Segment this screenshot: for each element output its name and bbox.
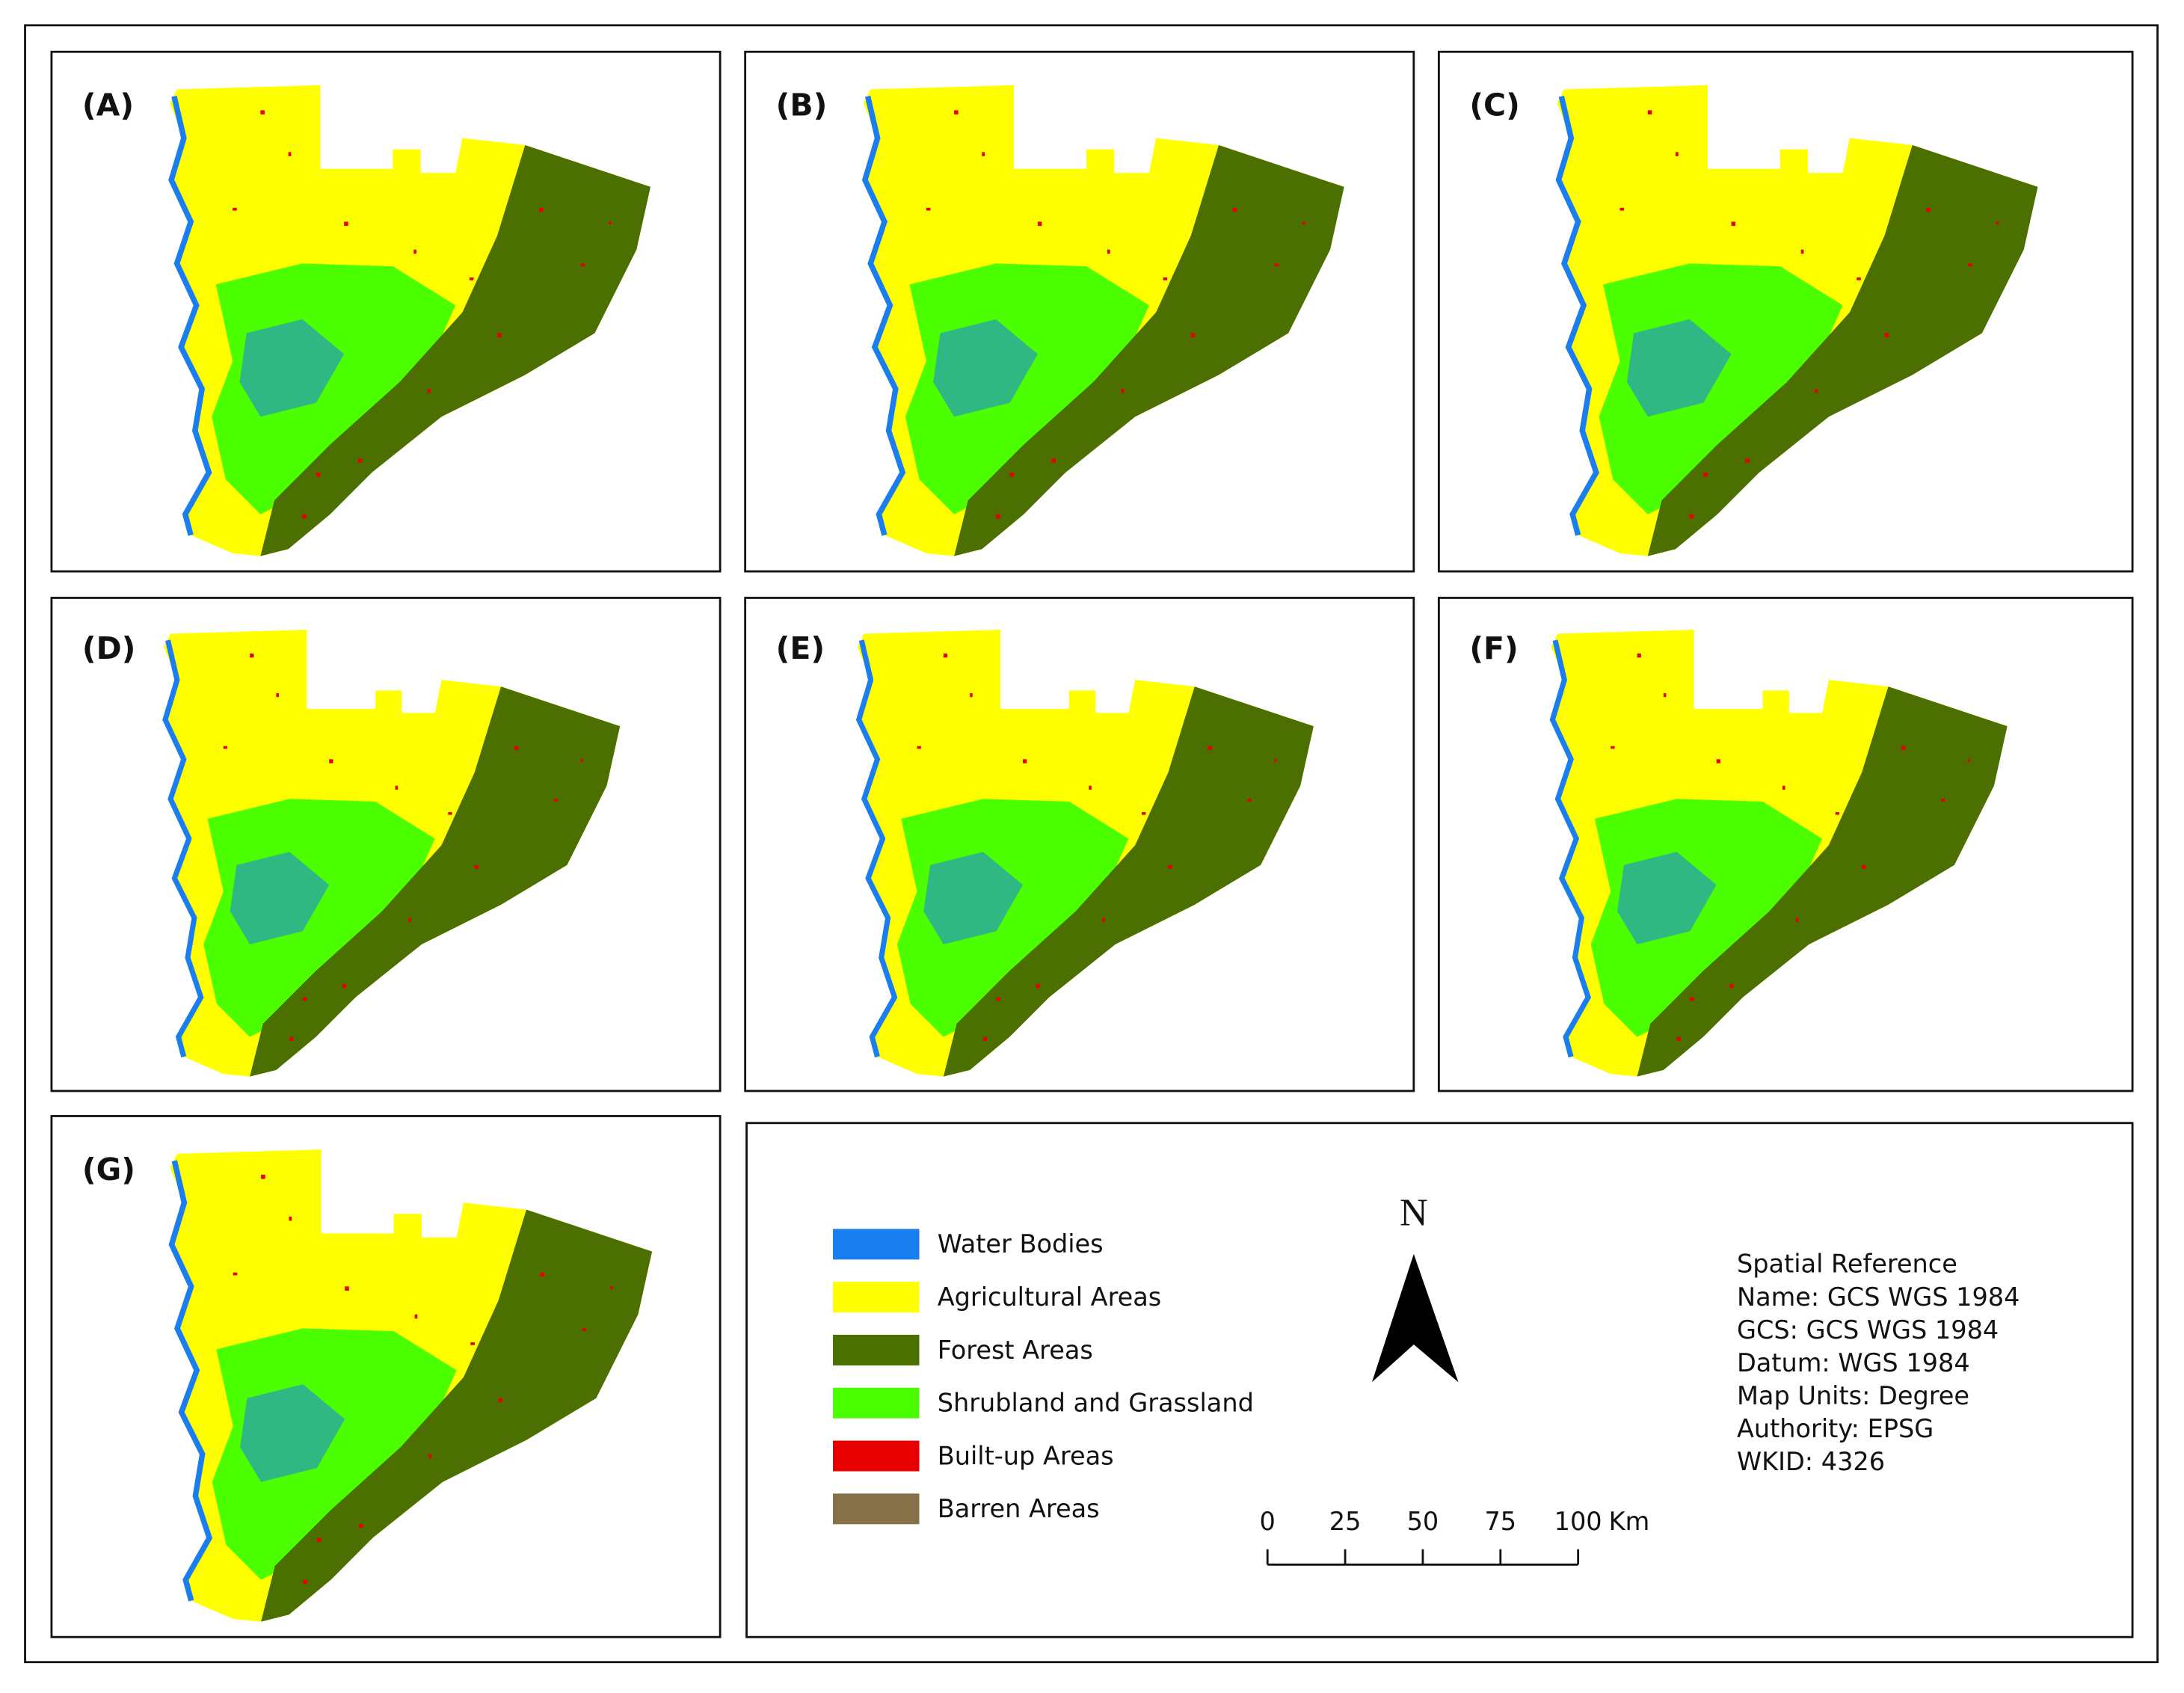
reference-line: GCS: GCS WGS 1984 [1737, 1315, 1999, 1345]
map-frame [1437, 50, 2134, 573]
legend-swatch [833, 1229, 920, 1260]
scale-label: 75 [1484, 1507, 1516, 1536]
scale-unit: Km [1609, 1507, 1650, 1536]
land-cover-map [1557, 85, 2038, 556]
scale-label: 50 [1407, 1507, 1439, 1536]
map-frame [50, 1115, 722, 1638]
land-cover-map [1551, 630, 2008, 1077]
land-cover-map [170, 1149, 652, 1621]
legend: Water Bodies Agricultural Areas Forest Are… [833, 1229, 1254, 1525]
land-cover-map [858, 630, 1314, 1077]
panel-label: (F) [1469, 630, 1518, 666]
panel-label: (C) [1469, 87, 1520, 123]
land-cover-map [164, 630, 620, 1077]
legend-label: Forest Areas [938, 1336, 1093, 1365]
legend-swatch [833, 1282, 920, 1313]
panels: (A) (B) (C) (D) (E) (F) (G) [50, 50, 2134, 1638]
panel-label: (G) [82, 1152, 135, 1187]
land-cover-map [170, 85, 650, 556]
scale-label: 0 [1260, 1507, 1276, 1536]
scale-label: 25 [1329, 1507, 1362, 1536]
panel-label: (E) [776, 630, 825, 666]
legend-label: Agricultural Areas [938, 1282, 1162, 1312]
reference-line: Datum: WGS 1984 [1737, 1348, 1970, 1377]
scale-label: 100 [1554, 1507, 1602, 1536]
legend-label: Water Bodies [938, 1229, 1104, 1259]
legend-swatch [833, 1493, 920, 1525]
map-frame [1437, 597, 2134, 1093]
north-label: N [1400, 1192, 1428, 1235]
panel-label: (A) [82, 87, 134, 123]
legend-label: Built-up Areas [938, 1441, 1114, 1470]
legend-swatch [833, 1334, 920, 1365]
map-frame [744, 50, 1415, 573]
scale-bar: 0 25 50 75 100 Km [1260, 1507, 1650, 1566]
map-frame [744, 597, 1415, 1093]
reference-line: Map Units: Degree [1737, 1381, 1969, 1410]
reference-line: WKID: 4326 [1737, 1447, 1885, 1476]
map-frame [50, 50, 722, 573]
panel-label: (B) [776, 87, 828, 123]
land-cover-map [864, 85, 1344, 556]
reference-title: Spatial Reference [1737, 1249, 1957, 1278]
panel-label: (D) [82, 630, 135, 666]
legend-frame [745, 1122, 2134, 1638]
legend-label: Shrubland and Grassland [938, 1389, 1254, 1418]
reference-line: Authority: EPSG [1737, 1414, 1934, 1443]
reference-line: Name: GCS WGS 1984 [1737, 1282, 2020, 1312]
north-arrow [1371, 1253, 1459, 1383]
spatial-reference: Spatial Reference Name: GCS WGS 1984GCS: … [1737, 1249, 2020, 1476]
legend-swatch [833, 1387, 920, 1419]
legend-label: Barren Areas [938, 1494, 1100, 1523]
outer-frame [24, 24, 2159, 1664]
map-frame [50, 597, 722, 1093]
legend-swatch [833, 1440, 920, 1472]
